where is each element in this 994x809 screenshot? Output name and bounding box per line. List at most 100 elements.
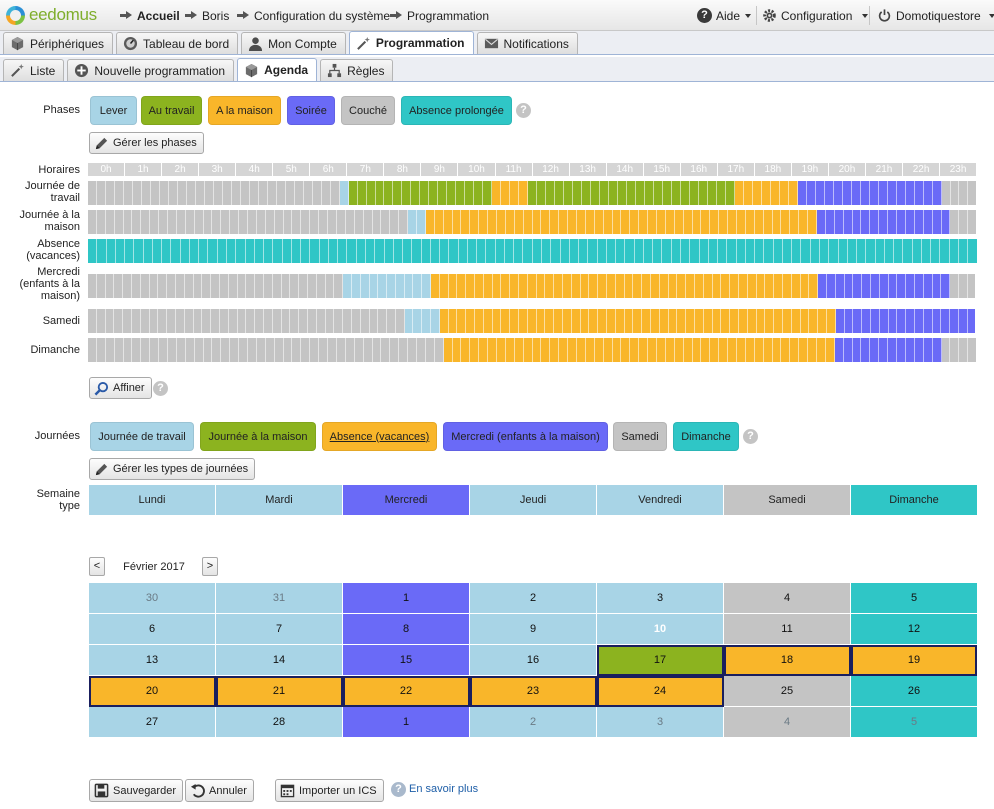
time-slot[interactable] xyxy=(330,181,340,205)
time-slot[interactable] xyxy=(597,239,607,263)
time-slot[interactable] xyxy=(236,239,246,263)
time-slot[interactable] xyxy=(677,274,687,298)
time-slot[interactable] xyxy=(366,181,376,205)
time-slot[interactable] xyxy=(345,210,355,234)
time-slot[interactable] xyxy=(894,239,904,263)
time-slot[interactable] xyxy=(123,181,133,205)
time-slot[interactable] xyxy=(721,309,731,333)
time-slot[interactable] xyxy=(171,239,181,263)
time-slot[interactable] xyxy=(431,309,440,333)
time-slot[interactable] xyxy=(576,210,586,234)
time-slot[interactable] xyxy=(585,210,595,234)
calendar-day[interactable]: 5 xyxy=(851,583,977,614)
time-slot[interactable] xyxy=(96,181,106,205)
calendar-day[interactable]: 4 xyxy=(724,707,851,738)
time-slot[interactable] xyxy=(870,274,880,298)
time-slot[interactable] xyxy=(950,274,959,298)
time-slot[interactable] xyxy=(654,181,663,205)
time-slot[interactable] xyxy=(824,181,834,205)
time-slot[interactable] xyxy=(968,338,977,362)
time-slot[interactable] xyxy=(555,181,565,205)
time-slot[interactable] xyxy=(642,274,651,298)
time-slot[interactable] xyxy=(527,274,537,298)
time-slot[interactable] xyxy=(630,338,640,362)
phase-au-travail[interactable]: Au travail xyxy=(141,96,202,125)
week-day-jeudi[interactable]: Jeudi xyxy=(470,485,597,515)
time-slot[interactable] xyxy=(809,309,819,333)
time-slot[interactable] xyxy=(580,274,590,298)
time-slot[interactable] xyxy=(357,181,367,205)
time-slot[interactable] xyxy=(835,309,845,333)
time-slot[interactable] xyxy=(576,338,586,362)
time-slot[interactable] xyxy=(772,210,782,234)
time-slot[interactable] xyxy=(633,274,643,298)
time-slot[interactable] xyxy=(609,181,619,205)
time-slot[interactable] xyxy=(579,239,589,263)
time-slot[interactable] xyxy=(193,309,203,333)
time-slot[interactable] xyxy=(790,210,800,234)
time-slot[interactable] xyxy=(204,181,214,205)
time-slot[interactable] xyxy=(452,210,462,234)
time-slot[interactable] xyxy=(941,181,951,205)
time-slot[interactable] xyxy=(240,181,250,205)
time-slot[interactable] xyxy=(800,274,810,298)
time-slot[interactable] xyxy=(737,338,746,362)
time-slot[interactable] xyxy=(159,210,169,234)
day-type-journee-a-la-maison[interactable]: Journée à la maison xyxy=(200,422,316,451)
time-slot[interactable] xyxy=(879,274,889,298)
time-slot[interactable] xyxy=(809,274,819,298)
tab-nouvelle-programmation[interactable]: Nouvelle programmation xyxy=(67,59,235,81)
time-slot[interactable] xyxy=(375,181,385,205)
time-slot[interactable] xyxy=(730,309,739,333)
time-slot[interactable] xyxy=(770,181,780,205)
time-slot[interactable] xyxy=(399,210,409,234)
manage-day-types-button[interactable]: Gérer les types de journées xyxy=(89,458,256,480)
time-slot[interactable] xyxy=(844,309,854,333)
time-slot[interactable] xyxy=(175,309,185,333)
time-slot[interactable] xyxy=(438,181,448,205)
time-slot[interactable] xyxy=(659,274,669,298)
day-type-absence-vacances[interactable]: Absence (vacances) xyxy=(322,422,437,451)
time-slot[interactable] xyxy=(967,309,976,333)
time-slot[interactable] xyxy=(745,210,755,234)
time-slot[interactable] xyxy=(264,239,274,263)
time-slot[interactable] xyxy=(765,309,775,333)
time-slot[interactable] xyxy=(202,309,212,333)
time-slot[interactable] xyxy=(817,338,826,362)
time-slot[interactable] xyxy=(860,181,870,205)
time-slot[interactable] xyxy=(254,239,265,263)
time-slot[interactable] xyxy=(659,309,669,333)
time-slot[interactable] xyxy=(194,210,204,234)
time-slot[interactable] xyxy=(141,181,151,205)
time-slot[interactable] xyxy=(607,274,616,298)
time-slot[interactable] xyxy=(88,309,97,333)
time-slot[interactable] xyxy=(878,181,888,205)
time-slot[interactable] xyxy=(625,239,635,263)
time-slot[interactable] xyxy=(519,181,529,205)
calendar-day[interactable]: 22 xyxy=(343,676,470,707)
time-slot[interactable] xyxy=(710,210,720,234)
breadcrumb-programmation[interactable]: Programmation xyxy=(390,0,489,31)
learn-more-link[interactable]: En savoir plus xyxy=(409,783,479,795)
time-slot[interactable] xyxy=(162,239,172,263)
time-slot[interactable] xyxy=(941,210,951,234)
time-slot[interactable] xyxy=(791,309,801,333)
time-slot[interactable] xyxy=(589,274,599,298)
user-menu[interactable]: Domotiquestore xyxy=(877,0,994,31)
time-slot[interactable] xyxy=(416,210,426,234)
time-slot[interactable] xyxy=(365,239,376,263)
time-slot[interactable] xyxy=(754,338,764,362)
time-slot[interactable] xyxy=(105,210,115,234)
time-slot[interactable] xyxy=(932,309,942,333)
time-slot[interactable] xyxy=(115,239,126,263)
time-slot[interactable] xyxy=(630,210,640,234)
time-slot[interactable] xyxy=(639,338,649,362)
time-slot[interactable] xyxy=(884,239,895,263)
time-slot[interactable] xyxy=(447,181,457,205)
time-slot[interactable] xyxy=(754,210,764,234)
time-slot[interactable] xyxy=(852,338,862,362)
time-slot[interactable] xyxy=(931,239,941,263)
time-slot[interactable] xyxy=(282,239,292,263)
time-slot[interactable] xyxy=(847,239,858,263)
time-slot[interactable] xyxy=(208,239,218,263)
